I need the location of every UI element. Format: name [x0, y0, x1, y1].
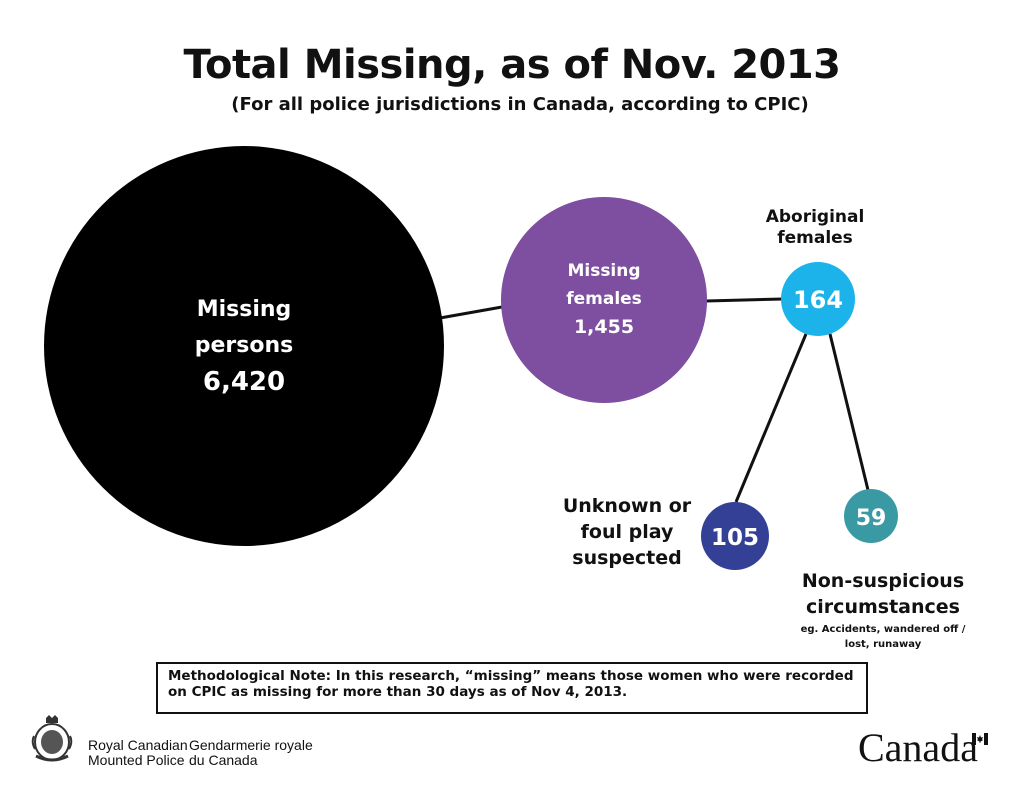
- non-suspicious-label: Non-suspicious circumstances eg. Acciden…: [788, 568, 978, 652]
- non-suspicious-example-line2: lost, runaway: [844, 638, 922, 650]
- org-name-english-line1: Royal Canadian: [88, 737, 188, 753]
- missing-persons-label-line2: persons: [195, 333, 293, 358]
- connector-aboriginal-nonsuspicious: [828, 333, 870, 491]
- missing-persons-value: 6,420: [203, 367, 285, 397]
- non-suspicious-circle: [844, 489, 898, 543]
- non-suspicious-value: 59: [856, 506, 887, 531]
- non-suspicious-example: eg. Accidents, wandered off / lost, runa…: [788, 623, 978, 652]
- node-missing-females: Missing females 1,455: [501, 197, 707, 403]
- node-non-suspicious: 59: [844, 489, 898, 543]
- missing-persons-label-line1: Missing: [197, 297, 292, 322]
- aboriginal-females-circle: [781, 262, 855, 336]
- connector-aboriginal-unknown: [734, 333, 808, 503]
- page-title: Total Missing, as of Nov. 2013: [183, 42, 841, 88]
- aboriginal-females-label: Aboriginal females: [745, 207, 885, 250]
- connector-females-aboriginal: [705, 297, 784, 303]
- aboriginal-females-value: 164: [793, 286, 843, 314]
- unknown-foul-play-circle: [701, 502, 769, 570]
- missing-females-circle: [501, 197, 707, 403]
- missing-females-label-line1: Missing: [567, 261, 640, 281]
- non-suspicious-label-line1: Non-suspicious: [801, 570, 965, 592]
- org-name-french-line1: Gendarmerie royale: [189, 737, 313, 753]
- missing-persons-circle: [44, 146, 444, 546]
- node-unknown-foul-play: 105: [701, 502, 769, 570]
- org-name-french-line2: du Canada: [189, 752, 258, 769]
- canada-flag-icon: [972, 733, 988, 745]
- rcmp-crest-logo: [31, 715, 73, 762]
- page-subtitle: (For all police jurisdictions in Canada,…: [231, 94, 809, 115]
- unknown-foul-play-label-line1: Unknown or: [562, 495, 692, 517]
- aboriginal-females-label-line1: Aboriginal: [765, 207, 865, 227]
- org-name-english-line2: Mounted Police: [88, 752, 185, 769]
- org-name-french: Gendarmerie royale du Canada: [189, 737, 313, 769]
- methodological-note: Methodological Note: In this research, “…: [156, 662, 868, 714]
- unknown-foul-play-label: Unknown or foul play suspected: [548, 494, 706, 571]
- unknown-foul-play-label-line2: foul play: [580, 520, 674, 543]
- node-aboriginal-females: 164: [781, 262, 855, 336]
- missing-females-label-line2: females: [566, 289, 642, 309]
- aboriginal-females-label-line2: females: [777, 228, 853, 249]
- unknown-foul-play-value: 105: [711, 525, 759, 551]
- unknown-foul-play-label-line3: suspected: [572, 546, 682, 569]
- non-suspicious-example-line1: eg. Accidents, wandered off /: [800, 624, 966, 636]
- missing-females-value: 1,455: [574, 316, 634, 338]
- canada-wordmark: Canada: [858, 725, 978, 770]
- node-missing-persons: Missing persons 6,420: [44, 146, 444, 546]
- connector-persons-females: [439, 305, 503, 320]
- org-name-english: Royal Canadian Mounted Police: [88, 737, 188, 769]
- non-suspicious-label-line2: circumstances: [806, 596, 960, 619]
